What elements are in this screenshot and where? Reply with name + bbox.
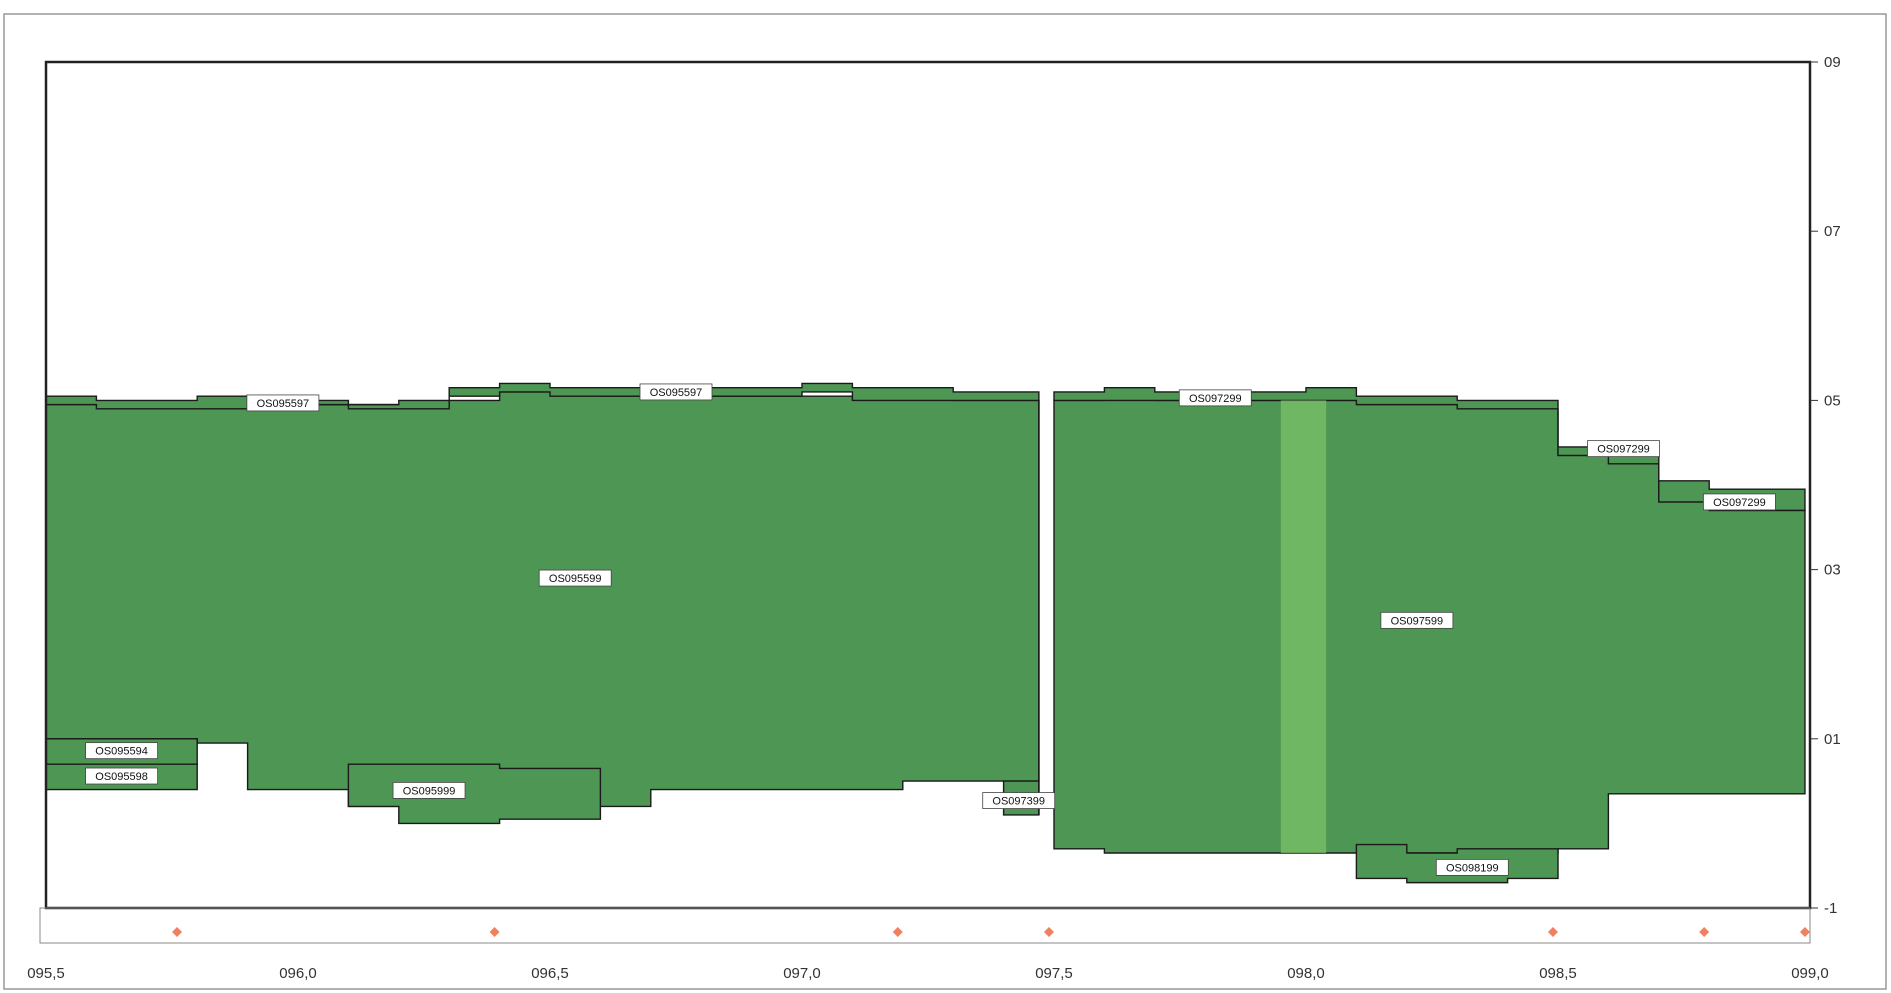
segment-label-box xyxy=(1703,493,1776,511)
segment-label-text: OS098199 xyxy=(1446,862,1499,874)
segment-label-box xyxy=(1587,440,1660,458)
x-tick-label: 097,5 xyxy=(1035,965,1073,982)
event-marker xyxy=(1699,927,1710,937)
y-tick-label: -1 xyxy=(1824,900,1837,917)
segment-label-text: OS095597 xyxy=(257,398,310,410)
segment-label-box xyxy=(392,782,466,799)
segment-label: OS097599 xyxy=(1380,611,1454,629)
y-tick-label: 05 xyxy=(1824,392,1841,409)
segment-label-box xyxy=(85,767,158,785)
page-frame xyxy=(3,13,1887,990)
segment-label-text: OS095999 xyxy=(403,785,456,797)
segment-label-text: OS095599 xyxy=(549,573,602,585)
segment-label-text: OS097399 xyxy=(992,796,1045,808)
y-tick-label: 07 xyxy=(1824,223,1841,240)
event-marker xyxy=(1799,927,1810,937)
x-axis: 095,5 096,0 096,5 097,0 097,5 098,0 098,5 099,0 xyxy=(27,965,1829,982)
x-tick-label: 095,5 xyxy=(27,965,65,982)
segment-label: OS095597 xyxy=(246,394,320,412)
segment-label-text: OS097599 xyxy=(1391,615,1444,627)
segment-label-text: OS095598 xyxy=(95,771,148,783)
light-band xyxy=(1280,400,1327,854)
segment-label-box xyxy=(982,792,1056,809)
segment-label-box xyxy=(246,394,320,412)
segment-label-text: OS095597 xyxy=(650,387,703,399)
segment-label: OS097299 xyxy=(1587,440,1660,458)
x-tick-label: 096,0 xyxy=(279,965,317,982)
area-layer xyxy=(45,382,1806,884)
segment-label-box xyxy=(85,742,158,760)
x-tick-label: 098,0 xyxy=(1287,965,1325,982)
segment-label-box xyxy=(538,569,612,587)
segment-label-box xyxy=(1435,858,1509,876)
segment-label: OS095597 xyxy=(639,383,713,401)
segment-label: OS095999 xyxy=(392,782,466,799)
label-layer: OS095597 OS095597 OS097299 OS097299 OS097299… xyxy=(85,383,1776,876)
segment-label: OS098199 xyxy=(1435,858,1509,876)
segment-label-text: OS097299 xyxy=(1713,497,1766,509)
marker-strip xyxy=(39,907,1811,944)
y-tick-label: 01 xyxy=(1824,731,1841,748)
event-marker xyxy=(172,927,183,937)
event-marker xyxy=(1547,927,1558,937)
marker-layer xyxy=(172,927,1810,937)
y-tick-label: 03 xyxy=(1824,562,1841,579)
x-tick-label: 099,0 xyxy=(1791,965,1829,982)
event-marker xyxy=(489,927,500,937)
segment-label: OS095594 xyxy=(85,742,158,760)
segment-label: OS097299 xyxy=(1178,389,1252,407)
y-tick-label: 09 xyxy=(1824,54,1841,71)
segment-os095999-4 xyxy=(347,763,602,825)
x-tick-label: 097,0 xyxy=(783,965,821,982)
segment-label-box xyxy=(639,383,713,401)
segment-label: OS097399 xyxy=(982,792,1056,809)
segment-label-text: OS095594 xyxy=(95,746,148,758)
segment-label-text: OS097299 xyxy=(1597,444,1650,456)
y-axis: 09 07 05 03 01 -1 xyxy=(1810,54,1841,917)
event-marker xyxy=(1043,927,1054,937)
segment-label-box xyxy=(1380,611,1454,629)
x-tick-label: 098,5 xyxy=(1539,965,1577,982)
segment-label: OS095598 xyxy=(85,767,158,785)
segment-label: OS097299 xyxy=(1703,493,1776,511)
segment-label: OS095599 xyxy=(538,569,612,587)
segment-label-box xyxy=(1178,389,1252,407)
segment-label-text: OS097299 xyxy=(1189,393,1242,405)
event-marker xyxy=(892,927,903,937)
x-tick-label: 096,5 xyxy=(531,965,569,982)
